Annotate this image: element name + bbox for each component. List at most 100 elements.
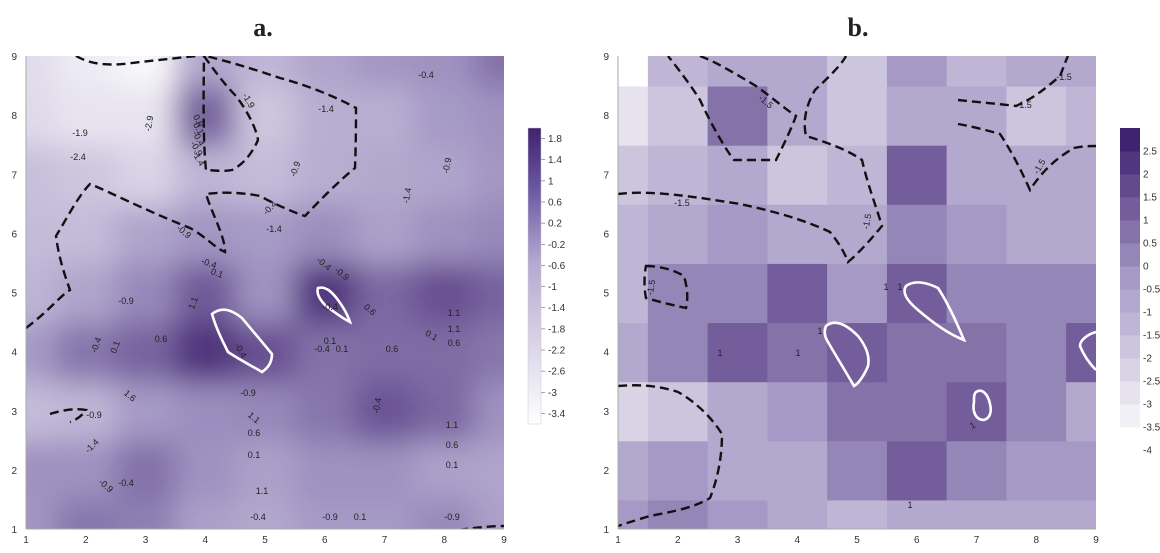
panel-b-heatmap [618, 56, 1096, 529]
x-tick-label: 2 [675, 535, 681, 546]
heatmap-cell [354, 440, 416, 501]
contour-line-neg [49, 408, 88, 424]
colorbar-tick-label: 2.5 [1143, 147, 1157, 158]
heatmap-cell [707, 381, 769, 442]
heatmap-cell [946, 56, 1008, 87]
heatmap-cell [175, 203, 237, 264]
heatmap-cell [474, 440, 504, 501]
contour-line-pos [823, 321, 870, 388]
colorbar-tick-label: 0.6 [548, 198, 562, 209]
heatmap-cell [354, 322, 416, 383]
heatmap-cell [886, 440, 948, 501]
heatmap-cell [294, 381, 356, 442]
heatmap-cell [26, 85, 57, 146]
heatmap-cell [827, 440, 888, 501]
contour-line-neg [643, 264, 689, 310]
colorbar-segment [1120, 312, 1140, 336]
heatmap-cell [115, 322, 177, 383]
contour-line-pos [1078, 330, 1096, 371]
colorbar-tick-label: 1.5 [1143, 193, 1157, 204]
heatmap-cell [235, 381, 296, 442]
heatmap-cell [26, 381, 57, 442]
contour-label: 1 [968, 420, 977, 431]
contour-label: -0.4 [200, 256, 218, 271]
contour-line-neg [618, 384, 724, 528]
contour-label: 0.6 [446, 440, 459, 450]
heatmap-cell [886, 144, 948, 205]
contour-line-neg [75, 56, 201, 66]
heatmap-cell [618, 262, 649, 324]
heatmap-cell [1066, 322, 1096, 383]
contour-label: -1.4 [266, 224, 282, 234]
heatmap-cell [354, 85, 416, 146]
colorbar-tick-label: -2.6 [548, 367, 566, 378]
heatmap-cell [115, 440, 177, 501]
x-tick-label: 4 [202, 535, 208, 546]
heatmap-cell [886, 56, 948, 87]
contour-label: -1.4 [401, 187, 414, 204]
heatmap-cell [886, 203, 948, 264]
heatmap-cell [354, 499, 416, 529]
contour-label: -1.5 [674, 198, 690, 208]
heatmap-cell [707, 203, 769, 264]
y-tick-label: 1 [603, 525, 609, 536]
heatmap-cell [827, 381, 888, 442]
heatmap-cell [474, 85, 504, 146]
colorbar-tick-label: -2.5 [1143, 377, 1160, 388]
colorbar-tick-label: 0.5 [1143, 239, 1157, 250]
heatmap-cell [827, 262, 888, 324]
panel-a-contours [26, 56, 504, 529]
colorbar-segment [1120, 266, 1140, 290]
contour-label: -1.5 [861, 213, 874, 230]
heatmap-cell [115, 144, 177, 205]
x-tick-label: 9 [501, 535, 507, 546]
heatmap-cell [354, 144, 416, 205]
contour-label: 0.1 [324, 336, 337, 346]
heatmap-cell [1006, 144, 1068, 205]
heatmap-cell [886, 499, 948, 529]
contour-label: -0.9 [86, 410, 102, 420]
colorbar-segment [1120, 381, 1140, 405]
contour-label: 0.1 [446, 460, 459, 470]
heatmap-cell [618, 85, 649, 146]
y-tick-label: 2 [11, 466, 17, 477]
colorbar-tick-label: -4 [1143, 446, 1152, 457]
heatmap-cell [414, 56, 476, 87]
heatmap-cell [235, 322, 296, 383]
panel-b-ticks: 1 2 3 4 5 6 7 8 9 1 2 3 4 5 6 7 8 9 [603, 52, 1099, 546]
x-tick-label: 3 [735, 535, 741, 546]
y-tick-label: 6 [603, 229, 609, 240]
heatmap-cell [414, 440, 476, 501]
contour-line-pos [316, 286, 353, 325]
x-tick-label: 8 [1033, 535, 1039, 546]
heatmap-cell [55, 85, 117, 146]
colorbar-tick-label: -1.8 [548, 324, 566, 335]
colorbar-tick-label: 1 [548, 176, 554, 187]
heatmap-cell [827, 322, 888, 383]
heatmap-cell [618, 203, 649, 264]
heatmap-cell [26, 56, 57, 87]
heatmap-cell [26, 144, 57, 205]
y-tick-label: 7 [11, 170, 17, 181]
heatmap-cell [1066, 440, 1096, 501]
colorbar-tick-label: -2.2 [548, 346, 566, 357]
colorbar-segment [1120, 335, 1140, 359]
contour-label: -0.9 [288, 160, 303, 178]
heatmap-cell [55, 262, 117, 324]
panel-a: a. -2.9 0.60.1-0.4-0.9-1.4-1.9-2.4-1.9 -1.… [11, 13, 566, 546]
contour-line-neg [26, 56, 358, 329]
contour-label: -0.9 [441, 157, 454, 174]
colorbar-tick-label: -0.6 [548, 261, 566, 272]
colorbar-segment [1120, 358, 1140, 382]
heatmap-cell [767, 440, 829, 501]
heatmap-cell [354, 262, 416, 324]
colorbar-tick-label: 1.8 [548, 134, 562, 145]
contour-label: 0.1 [336, 344, 349, 354]
heatmap-cell [1066, 56, 1096, 87]
heatmap-cell [474, 499, 504, 529]
heatmap-cell [946, 322, 1008, 383]
heatmap-cell [1066, 262, 1096, 324]
contour-line-neg [957, 56, 1070, 108]
heatmap-cell [886, 85, 948, 146]
heatmap-cell [767, 262, 829, 324]
